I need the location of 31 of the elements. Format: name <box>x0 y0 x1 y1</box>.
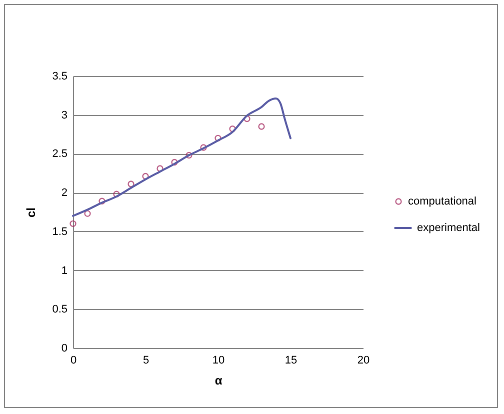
point <box>142 172 149 180</box>
point <box>171 158 178 166</box>
x-tick-label: 20 <box>357 354 370 366</box>
x-tick-label: 10 <box>212 354 225 366</box>
point <box>200 144 207 151</box>
point <box>84 210 91 217</box>
point <box>113 190 120 198</box>
point <box>214 134 222 142</box>
x-axis-title: α <box>214 374 223 388</box>
legend-label: experimental <box>417 222 480 234</box>
point <box>70 220 76 227</box>
point <box>156 165 164 172</box>
y-tick-label: 3.5 <box>52 70 68 82</box>
x-tick-label: 15 <box>284 354 298 366</box>
x-tick-label: 5 <box>142 354 150 366</box>
x-tick-label: 0 <box>70 354 77 366</box>
y-tick-label: 2 <box>61 187 68 200</box>
point <box>186 152 192 159</box>
point <box>229 126 236 132</box>
point <box>258 123 265 130</box>
y-tick-label: 1 <box>61 264 68 277</box>
y-tick-label: 1.5 <box>52 226 68 238</box>
y-axis-title: cl <box>24 207 38 218</box>
point <box>128 180 134 188</box>
y-tick-label: 2.5 <box>52 148 68 160</box>
y-tick-label: 0 <box>61 342 68 354</box>
y-tick-label: 0.5 <box>52 304 68 316</box>
legend-label: computational <box>408 196 476 208</box>
point <box>98 198 106 204</box>
line-series <box>72 98 292 217</box>
y-tick-label: 3 <box>61 109 68 122</box>
